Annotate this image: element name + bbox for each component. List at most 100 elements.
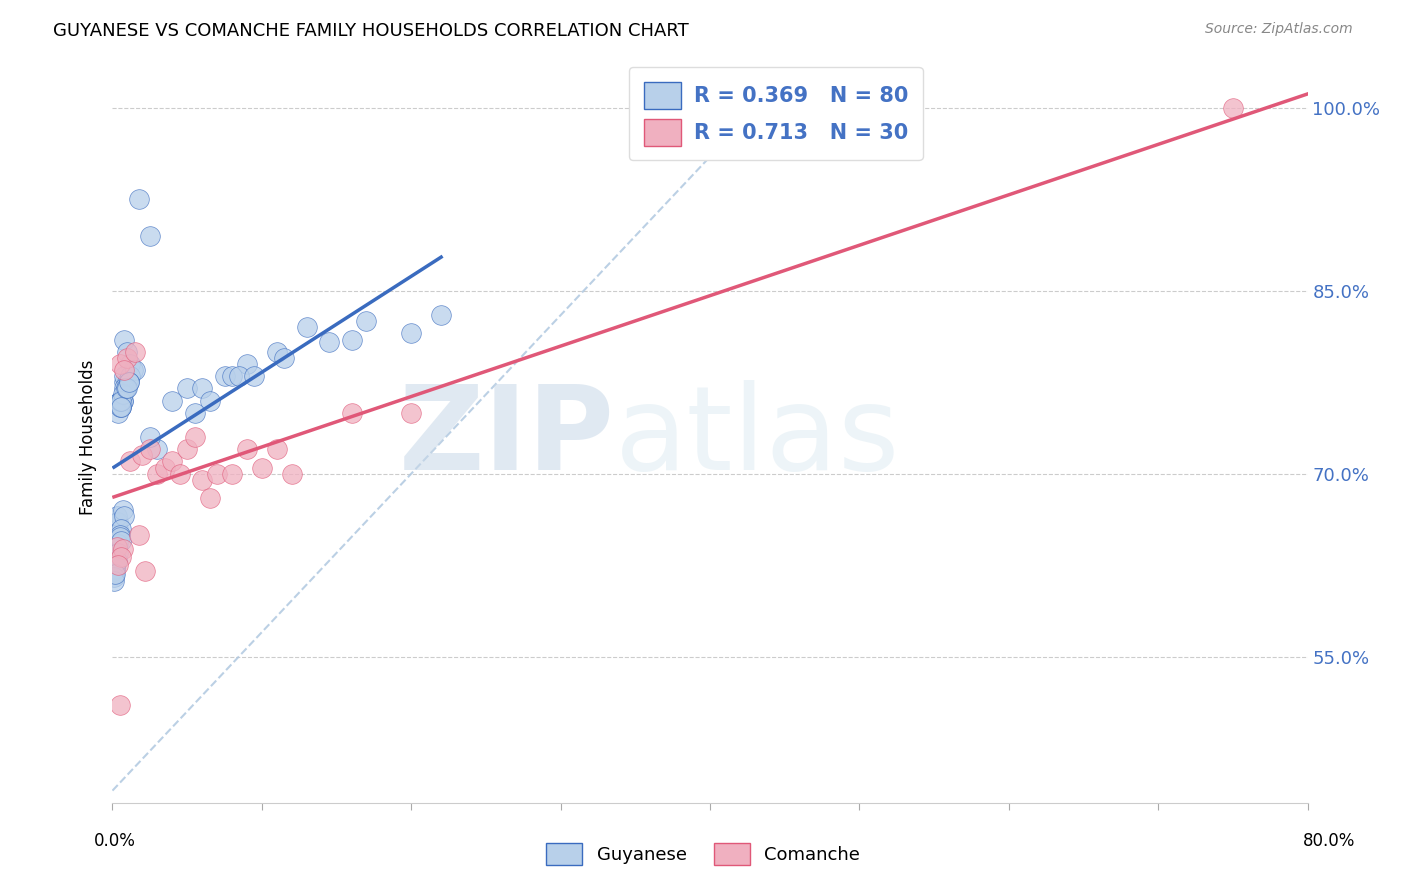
- Text: ZIP: ZIP: [398, 380, 614, 494]
- Point: [162, 454, 183, 468]
- Point: [108, 698, 131, 713]
- Point: [183, 406, 205, 420]
- Point: [139, 442, 162, 457]
- Point: [111, 393, 134, 408]
- Point: [273, 351, 295, 365]
- Legend: R = 0.369   N = 80, R = 0.713   N = 30: R = 0.369 N = 80, R = 0.713 N = 30: [628, 67, 922, 161]
- Point: [183, 430, 205, 444]
- Point: [111, 542, 134, 557]
- Point: [430, 308, 453, 322]
- Point: [105, 530, 128, 544]
- Point: [198, 491, 221, 505]
- Point: [103, 574, 125, 588]
- Text: GUYANESE VS COMANCHE FAMILY HOUSEHOLDS CORRELATION CHART: GUYANESE VS COMANCHE FAMILY HOUSEHOLDS C…: [53, 22, 689, 40]
- Point: [104, 546, 127, 560]
- Point: [105, 554, 128, 568]
- Point: [107, 521, 129, 535]
- Point: [111, 387, 134, 401]
- Point: [110, 533, 132, 548]
- Point: [128, 192, 150, 206]
- Point: [111, 503, 134, 517]
- Point: [221, 467, 243, 481]
- Point: [318, 334, 340, 349]
- Point: [124, 363, 146, 377]
- Point: [108, 357, 131, 371]
- Point: [250, 460, 273, 475]
- Point: [105, 540, 128, 554]
- Point: [103, 570, 125, 584]
- Y-axis label: Family Households: Family Households: [79, 359, 97, 515]
- Point: [340, 406, 363, 420]
- Point: [340, 333, 363, 347]
- Point: [122, 363, 145, 377]
- Text: 0.0%: 0.0%: [94, 831, 136, 849]
- Point: [118, 376, 141, 390]
- Point: [118, 376, 141, 390]
- Point: [191, 381, 214, 395]
- Point: [114, 381, 135, 395]
- Point: [114, 509, 135, 524]
- Point: [117, 381, 139, 395]
- Point: [104, 558, 127, 573]
- Point: [266, 442, 288, 457]
- Point: [120, 454, 142, 468]
- Point: [115, 381, 138, 395]
- Point: [243, 369, 266, 384]
- Point: [281, 467, 304, 481]
- Point: [110, 400, 132, 414]
- Point: [191, 473, 214, 487]
- Point: [108, 527, 131, 541]
- Point: [108, 400, 131, 414]
- Point: [221, 369, 243, 384]
- Point: [401, 406, 423, 420]
- Point: [108, 393, 131, 408]
- Point: [104, 562, 127, 576]
- Point: [205, 467, 228, 481]
- Point: [236, 357, 259, 371]
- Point: [401, 326, 423, 341]
- Point: [139, 228, 162, 243]
- Point: [146, 442, 169, 457]
- Point: [105, 542, 128, 557]
- Point: [103, 564, 125, 578]
- Text: 80.0%: 80.0%: [1302, 831, 1355, 849]
- Point: [266, 344, 288, 359]
- Point: [114, 363, 135, 377]
- Point: [108, 527, 131, 541]
- Point: [162, 393, 183, 408]
- Point: [117, 344, 139, 359]
- Point: [114, 369, 135, 384]
- Point: [169, 467, 191, 481]
- Point: [198, 393, 221, 408]
- Point: [115, 381, 138, 395]
- Point: [105, 540, 128, 554]
- Point: [214, 369, 236, 384]
- Point: [128, 527, 150, 541]
- Text: atlas: atlas: [614, 380, 900, 494]
- Point: [108, 393, 131, 408]
- Point: [1222, 101, 1244, 115]
- Point: [107, 406, 129, 420]
- Point: [153, 460, 176, 475]
- Point: [108, 530, 131, 544]
- Point: [105, 540, 128, 554]
- Point: [107, 558, 129, 573]
- Point: [110, 521, 132, 535]
- Point: [104, 552, 127, 566]
- Point: [105, 509, 128, 524]
- Point: [104, 562, 127, 576]
- Point: [110, 393, 132, 408]
- Point: [107, 546, 129, 560]
- Point: [236, 442, 259, 457]
- Point: [228, 369, 250, 384]
- Point: [104, 566, 127, 581]
- Point: [117, 351, 139, 365]
- Point: [105, 554, 128, 568]
- Point: [107, 516, 129, 530]
- Point: [114, 333, 135, 347]
- Point: [139, 430, 162, 444]
- Point: [176, 381, 198, 395]
- Point: [111, 393, 134, 408]
- Point: [134, 564, 156, 578]
- Point: [115, 381, 138, 395]
